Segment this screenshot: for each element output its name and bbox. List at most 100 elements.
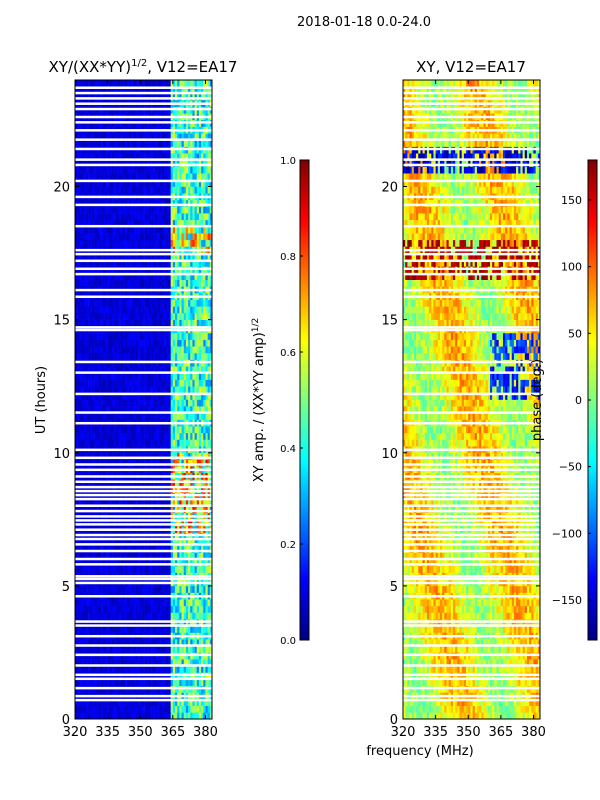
heatmap-cell <box>181 426 185 434</box>
heatmap-cell <box>98 379 102 387</box>
heatmap-cell <box>85 699 89 706</box>
heatmap-cell <box>209 219 213 227</box>
heatmap-cell <box>111 645 115 653</box>
heatmap-cell <box>144 213 148 221</box>
heatmap-cell <box>96 565 100 573</box>
heatmap-cell <box>142 339 145 347</box>
heatmap-cell <box>192 459 195 467</box>
heatmap-cell <box>148 659 152 667</box>
heatmap-cell <box>105 306 108 314</box>
heatmap-cell <box>198 459 202 467</box>
heatmap-cell <box>177 452 180 460</box>
heatmap-cell <box>129 665 132 673</box>
heatmap-cell <box>196 599 200 607</box>
heatmap-cell <box>77 372 80 380</box>
heatmap-cell <box>120 559 124 567</box>
heatmap-cell <box>183 372 187 380</box>
heatmap-cell <box>75 279 78 287</box>
heatmap-cell <box>101 699 104 706</box>
heatmap-cell <box>135 545 139 553</box>
heatmap-cell <box>94 625 98 633</box>
heatmap-cell <box>181 226 185 234</box>
heatmap-cell <box>159 506 163 513</box>
heatmap-cell <box>94 439 98 447</box>
heatmap-cell <box>144 219 148 227</box>
heatmap-cell <box>148 585 152 593</box>
heatmap-cell <box>198 612 202 620</box>
heatmap-cell <box>81 645 84 653</box>
heatmap-cell <box>140 399 143 407</box>
heatmap-cell <box>75 233 78 241</box>
heatmap-cell <box>103 679 106 687</box>
heatmap-cell <box>105 219 108 227</box>
heatmap-cell <box>122 705 126 713</box>
heatmap-cell <box>196 233 200 241</box>
heatmap-cell <box>175 665 178 673</box>
heatmap-cell <box>111 379 115 387</box>
heatmap-cell <box>122 565 126 573</box>
heatmap-cell <box>138 233 141 241</box>
heatmap-cell <box>155 585 158 593</box>
heatmap-cell <box>148 552 152 560</box>
heatmap-cell <box>116 699 119 706</box>
heatmap-cell <box>159 206 163 214</box>
heatmap-cell <box>129 346 132 354</box>
heatmap-cell <box>172 392 176 400</box>
heatmap-cell <box>161 612 165 620</box>
heatmap-cell <box>203 699 206 706</box>
heatmap-cell <box>205 426 208 434</box>
heatmap-cell <box>107 312 111 320</box>
heatmap-cell <box>114 199 117 207</box>
heatmap-cell <box>114 319 117 327</box>
heatmap-cell <box>109 459 113 467</box>
heatmap-cell <box>148 233 152 241</box>
heatmap-cell <box>181 306 185 314</box>
heatmap-cell <box>116 386 119 394</box>
heatmap-cell <box>209 439 213 447</box>
heatmap-cell <box>140 279 143 287</box>
heatmap-cell <box>105 645 108 653</box>
heatmap-cell <box>105 459 108 467</box>
heatmap-cell <box>129 412 132 420</box>
heatmap-cell <box>151 306 154 314</box>
heatmap-cell <box>77 705 80 713</box>
heatmap-cell <box>144 599 148 607</box>
heatmap-cell <box>164 259 167 267</box>
heatmap-cell <box>179 486 182 493</box>
heatmap-cell <box>133 599 137 607</box>
heatmap-cell <box>203 233 206 241</box>
heatmap-cell <box>142 585 145 593</box>
heatmap-cell <box>168 226 171 234</box>
heatmap-cell <box>170 712 174 720</box>
heatmap-cell <box>96 645 100 653</box>
heatmap-cell <box>114 312 117 320</box>
heatmap-cell <box>146 545 150 553</box>
heatmap-cell <box>159 486 163 493</box>
heatmap-cell <box>159 332 163 340</box>
heatmap-cell <box>146 612 150 620</box>
heatmap-cell <box>161 319 165 327</box>
heatmap-cell <box>127 219 130 227</box>
heatmap-cell <box>92 506 95 513</box>
heatmap-cell <box>196 253 200 261</box>
heatmap-cell <box>94 699 98 706</box>
heatmap-cell <box>161 699 165 706</box>
heatmap-cell <box>198 273 202 280</box>
heatmap-cell <box>105 432 108 440</box>
heatmap-cell <box>201 306 204 314</box>
heatmap-cell <box>135 645 139 653</box>
heatmap-cell <box>205 339 208 347</box>
heatmap-cell <box>103 412 106 420</box>
heatmap-cell <box>75 639 78 647</box>
heatmap-cell <box>105 319 108 327</box>
heatmap-cell <box>90 605 93 613</box>
heatmap-cell <box>96 366 100 374</box>
heatmap-cell <box>148 452 152 460</box>
heatmap-cell <box>161 705 165 713</box>
heatmap-cell <box>194 253 198 261</box>
heatmap-cell <box>164 366 167 374</box>
heatmap-cell <box>133 612 137 620</box>
heatmap-cell <box>172 379 176 387</box>
heatmap-cell <box>196 319 200 327</box>
heatmap-cell <box>88 352 91 360</box>
